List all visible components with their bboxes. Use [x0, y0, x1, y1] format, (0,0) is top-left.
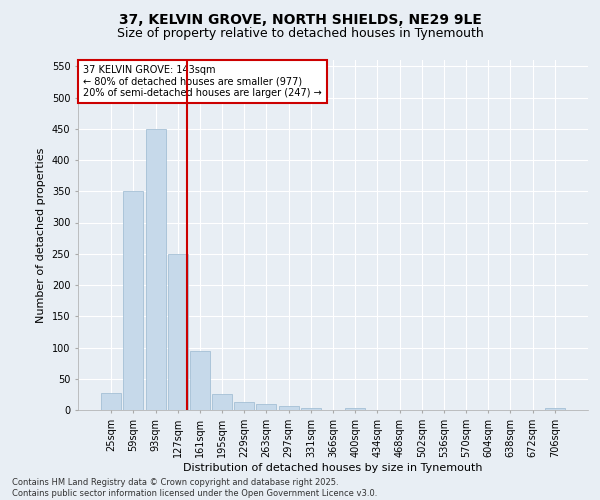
Text: 37, KELVIN GROVE, NORTH SHIELDS, NE29 9LE: 37, KELVIN GROVE, NORTH SHIELDS, NE29 9L… [119, 12, 481, 26]
Bar [146, 129, 166, 410]
Bar [124, 191, 143, 410]
Bar [234, 402, 254, 410]
Bar [212, 394, 232, 410]
Y-axis label: Number of detached properties: Number of detached properties [36, 148, 46, 322]
Bar [256, 404, 277, 410]
Bar [278, 406, 299, 410]
Bar [190, 350, 210, 410]
Text: 37 KELVIN GROVE: 143sqm
← 80% of detached houses are smaller (977)
20% of semi-d: 37 KELVIN GROVE: 143sqm ← 80% of detache… [83, 66, 322, 98]
Text: Contains HM Land Registry data © Crown copyright and database right 2025.
Contai: Contains HM Land Registry data © Crown c… [12, 478, 377, 498]
Bar [345, 408, 365, 410]
Text: Size of property relative to detached houses in Tynemouth: Size of property relative to detached ho… [116, 28, 484, 40]
X-axis label: Distribution of detached houses by size in Tynemouth: Distribution of detached houses by size … [183, 462, 483, 472]
Bar [101, 392, 121, 410]
Bar [301, 408, 321, 410]
Bar [168, 254, 188, 410]
Bar [545, 408, 565, 410]
